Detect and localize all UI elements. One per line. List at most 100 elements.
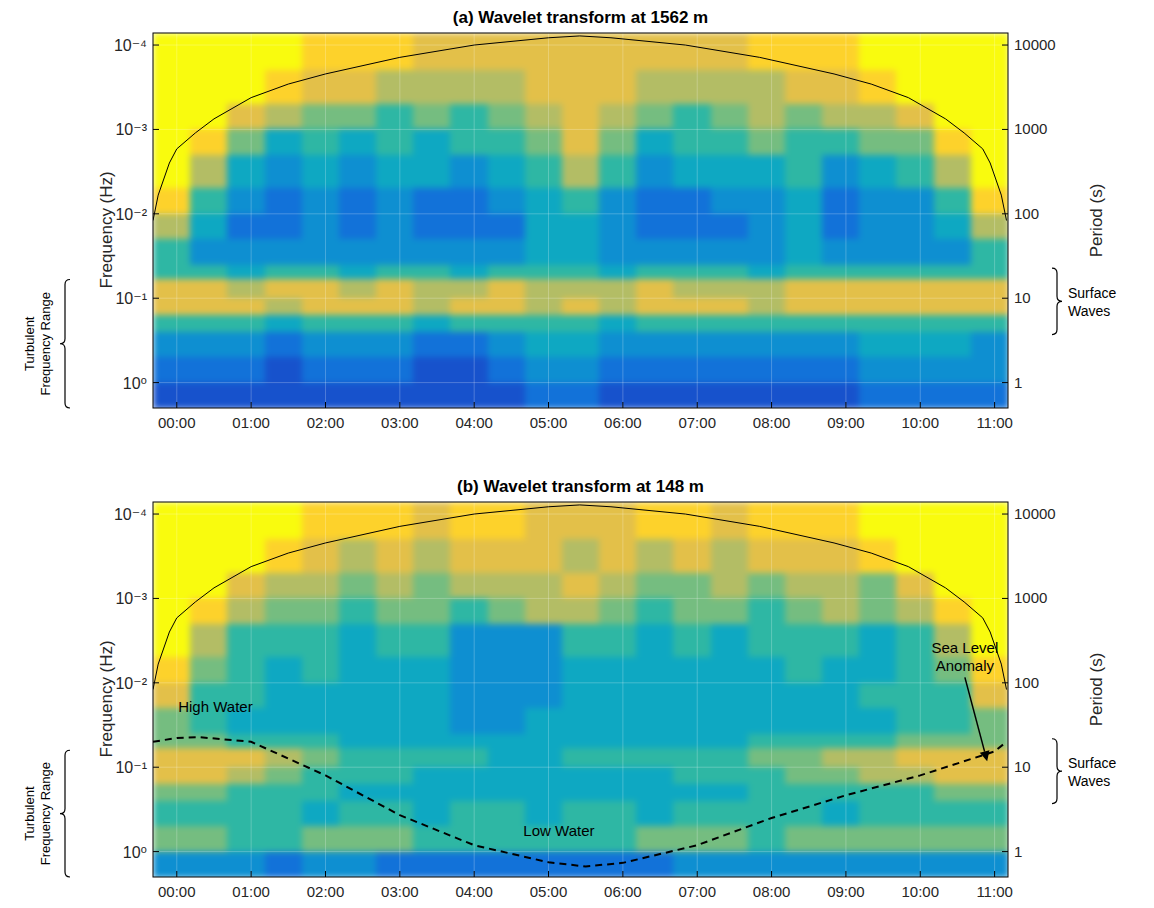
cell [525, 708, 563, 734]
cell [673, 784, 711, 801]
cell [822, 657, 860, 683]
cell [896, 357, 934, 383]
cell [376, 239, 414, 265]
cell [339, 502, 377, 540]
cell [748, 265, 786, 280]
cell [190, 33, 228, 71]
cell [376, 298, 414, 316]
cell [265, 214, 303, 240]
cell [971, 214, 1008, 240]
cell [971, 826, 1008, 852]
tick-label-y2: 1000 [1014, 589, 1047, 606]
bracket-label-line: Frequency Range [38, 292, 53, 395]
tick-x [697, 871, 698, 877]
cell [153, 624, 191, 658]
cell [822, 708, 860, 734]
cell [785, 734, 823, 749]
cell [227, 70, 265, 104]
cell [711, 784, 749, 801]
cell [599, 539, 637, 573]
cell [748, 852, 786, 877]
cell [971, 70, 1008, 104]
cell [636, 624, 674, 658]
cell [562, 598, 600, 624]
cell [562, 767, 600, 785]
cell [934, 826, 972, 852]
cell [339, 298, 377, 316]
tick-x [697, 402, 698, 408]
annotation: High Water [178, 698, 252, 715]
cell [859, 624, 897, 658]
cell [971, 852, 1008, 877]
cell [339, 708, 377, 734]
cell [265, 104, 303, 130]
cell [339, 129, 377, 155]
cell [711, 214, 749, 240]
cell [636, 214, 674, 240]
cell [525, 214, 563, 240]
cell [599, 657, 637, 683]
tick-label-y2: 1 [1014, 374, 1022, 391]
cell [302, 573, 340, 599]
cell [413, 767, 451, 785]
cell [748, 801, 786, 827]
cell [525, 279, 563, 298]
cell [413, 539, 451, 573]
cell [339, 683, 377, 709]
cell [896, 598, 934, 624]
cell [599, 801, 637, 827]
cell [153, 357, 191, 383]
cell [153, 539, 191, 573]
cell [339, 748, 377, 767]
cell [562, 214, 600, 240]
cone-of-influence [153, 505, 1007, 690]
cell [636, 239, 674, 265]
cell [562, 33, 600, 71]
cell [376, 683, 414, 709]
cell [934, 332, 972, 358]
cell [822, 826, 860, 852]
cell [413, 70, 451, 104]
cell [562, 129, 600, 155]
cell [376, 33, 414, 71]
cell [822, 33, 860, 71]
cell [711, 598, 749, 624]
cell [488, 279, 526, 298]
cell [265, 624, 303, 658]
cell [302, 734, 340, 749]
cell [711, 129, 749, 155]
cell [190, 801, 228, 827]
cell [896, 315, 934, 332]
cell [190, 279, 228, 298]
cell [599, 239, 637, 265]
cell [302, 624, 340, 658]
cell [488, 708, 526, 734]
cell [859, 33, 897, 71]
cell [227, 129, 265, 155]
cell [748, 539, 786, 573]
cell [896, 279, 934, 298]
bracket-left [60, 279, 70, 408]
cell [934, 784, 972, 801]
tick-label-y: 10⁻¹ [115, 290, 147, 307]
cell [376, 598, 414, 624]
cell [376, 332, 414, 358]
tick-x [920, 402, 921, 408]
cell [525, 104, 563, 130]
cell [934, 188, 972, 214]
grid-line-y [153, 514, 1008, 515]
cell [413, 683, 451, 709]
cell [896, 801, 934, 827]
tick-label-y2: 10 [1014, 758, 1031, 775]
cell [413, 801, 451, 827]
cell [971, 104, 1008, 130]
cell [488, 598, 526, 624]
cell [673, 155, 711, 189]
grid-line-x [176, 33, 177, 408]
tick-x [548, 871, 549, 877]
cell [971, 279, 1008, 298]
cell [599, 332, 637, 358]
cell [971, 383, 1008, 408]
cell [748, 748, 786, 767]
cell [227, 315, 265, 332]
